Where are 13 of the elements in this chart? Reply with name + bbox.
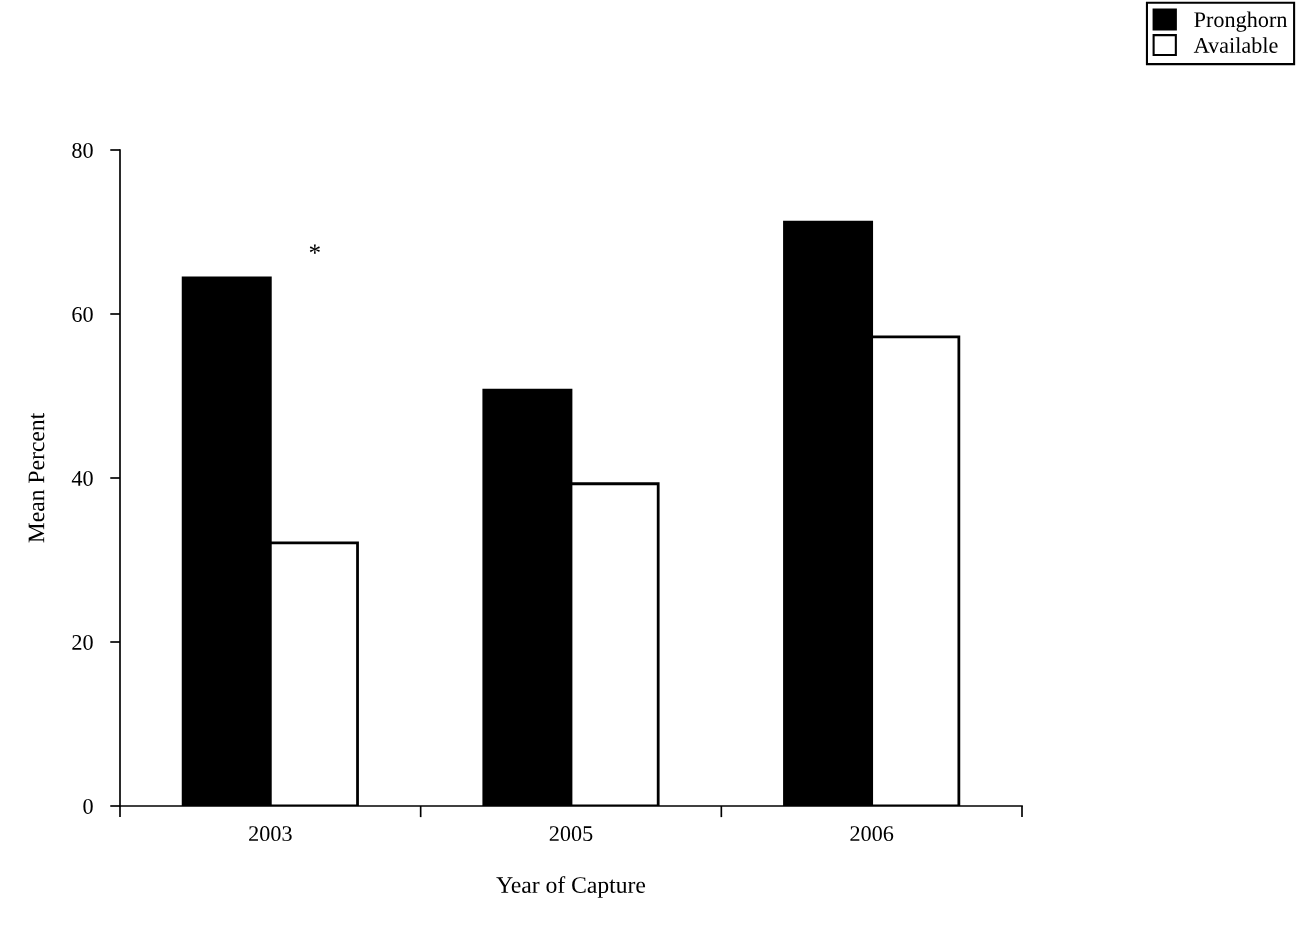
y-tick-label: 20 [72,634,93,650]
y-tick-label: 60 [72,306,93,322]
x-axis-title: Year of Capture [496,876,646,898]
x-tick-label: 2005 [549,826,593,842]
legend-label: Available [1193,37,1278,53]
x-tick-label: 2003 [249,826,292,842]
legend-label: Pronghorn [1194,11,1288,32]
y-axis-title: Mean Percent [28,412,45,543]
x-tick-label: 2006 [850,826,894,842]
y-tick-label: 80 [72,142,93,158]
y-tick-label: 40 [71,470,93,486]
y-tick-label: 0 [83,798,93,814]
annotation: * [309,244,320,254]
